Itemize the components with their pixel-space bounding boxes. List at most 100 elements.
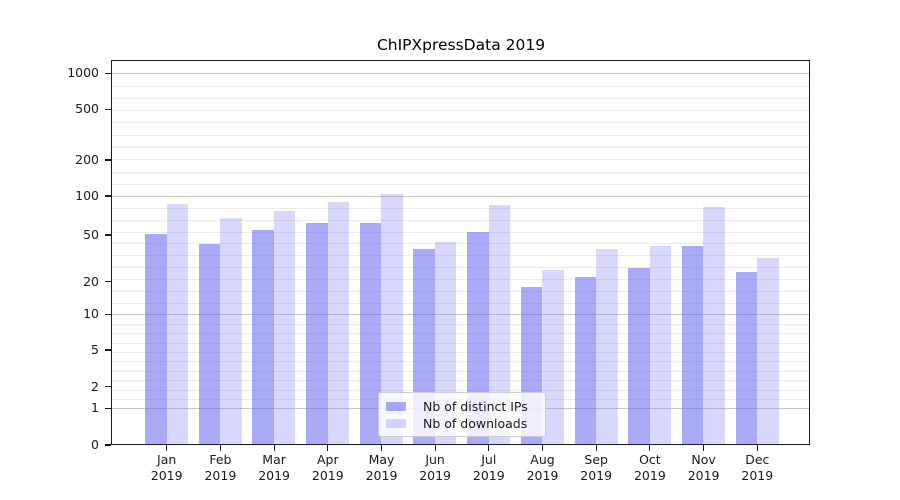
x-tick-label: Oct 2019 [618,452,682,483]
y-gridline-minor [112,278,809,280]
y-tick-label: 5 [91,342,99,357]
x-tick-label: Jul 2019 [457,452,521,483]
x-tick-label: Nov 2019 [672,452,736,483]
y-gridline-minor [112,342,809,344]
x-tick-month: Oct [639,452,661,467]
x-tick [703,445,705,451]
legend-swatch-distinct-ips [386,401,406,411]
legend-row-distinct-ips: Nb of distinct IPs [386,398,545,414]
y-gridline-minor [112,207,809,209]
x-tick-label: Dec 2019 [725,452,789,483]
y-gridline-minor [112,110,809,112]
x-tick [434,445,436,451]
y-gridline-minor [112,97,809,99]
x-tick [756,445,758,451]
x-tick-label: Feb 2019 [188,452,252,483]
y-gridline-minor [112,267,809,268]
x-tick-label: Apr 2019 [296,452,360,483]
x-tick-year: 2019 [150,467,183,483]
bar-distinct-ips [467,231,489,444]
y-tick [105,234,111,236]
y-gridline-minor [112,146,809,148]
y-tick [105,281,111,283]
y-gridline-minor [112,85,809,87]
y-gridline-minor [112,122,809,124]
x-tick-year: 2019 [311,467,344,483]
y-gridline-major [112,196,809,197]
bar-downloads [166,203,188,444]
y-gridline-minor [112,361,809,363]
x-tick-month: May [368,452,395,467]
legend-row-downloads: Nb of downloads [386,415,545,431]
x-tick [219,445,221,451]
bar-downloads [596,249,618,444]
y-gridline-minor [112,380,809,382]
bar-distinct-ips [145,233,167,444]
x-tick-year: 2019 [687,467,720,483]
legend-label-distinct-ips: Nb of distinct IPs [423,398,528,414]
legend: Nb of distinct IPs Nb of downloads [378,392,546,437]
x-tick [327,445,329,451]
bar-downloads [757,257,779,444]
x-tick-label: Mar 2019 [242,452,306,483]
bar-downloads [381,194,403,444]
y-tick [105,159,111,161]
y-gridline-minor [112,333,809,335]
y-gridline-minor [112,351,809,353]
x-tick-year: 2019 [472,467,505,483]
bar-distinct-ips [359,222,382,444]
y-tick-label: 2 [91,378,99,394]
y-gridline-minor [112,255,809,257]
y-tick-label: 50 [83,227,99,242]
x-tick-month: Aug [530,452,555,467]
y-tick-label: 10 [83,306,99,322]
x-tick-month: Apr [316,452,339,467]
x-tick-label: Jun 2019 [403,452,467,483]
x-tick-month: Nov [691,452,716,467]
y-gridline-minor [112,171,809,173]
y-tick-label: 1000 [67,65,99,81]
x-tick-year: 2019 [526,467,559,483]
y-gridline-major [112,73,809,75]
x-tick-year: 2019 [204,467,237,483]
x-tick [273,445,275,451]
bar-distinct-ips [198,243,221,444]
y-tick [105,349,111,351]
bar-distinct-ips [735,272,758,444]
bar-distinct-ips [574,276,596,444]
y-gridline-minor [112,159,809,161]
x-tick-year: 2019 [419,467,451,483]
x-tick-month: Mar [262,452,286,467]
legend-label-downloads: Nb of downloads [423,415,528,431]
x-tick-year: 2019 [633,467,666,483]
y-tick-label: 200 [75,152,99,167]
y-gridline-minor [112,290,809,292]
bar-downloads [220,217,242,444]
x-tick-month: Feb [209,452,232,467]
y-gridline-minor [112,370,809,372]
x-tick-month: Dec [745,452,770,467]
y-tick-label: 20 [83,273,99,289]
x-tick-month: Jun [425,452,445,467]
bar-downloads [542,270,564,444]
x-tick-year: 2019 [741,467,774,483]
y-tick-label: 0 [91,437,99,452]
x-tick-label: Sep 2019 [564,452,628,483]
y-gridline-minor [112,302,809,304]
x-tick [541,445,544,451]
legend-swatch-downloads [386,418,406,428]
x-tick [488,445,490,451]
y-gridline-minor [112,134,809,136]
bar-distinct-ips [681,246,704,444]
bar-downloads [649,246,672,444]
x-tick-label: May 2019 [350,452,414,483]
x-tick-year: 2019 [580,467,613,483]
y-gridline-minor [112,389,809,391]
x-tick [380,445,383,451]
y-tick [105,195,111,197]
y-tick [105,108,111,110]
x-tick [649,445,651,451]
bar-distinct-ips [306,222,328,444]
bar-downloads [327,201,350,444]
